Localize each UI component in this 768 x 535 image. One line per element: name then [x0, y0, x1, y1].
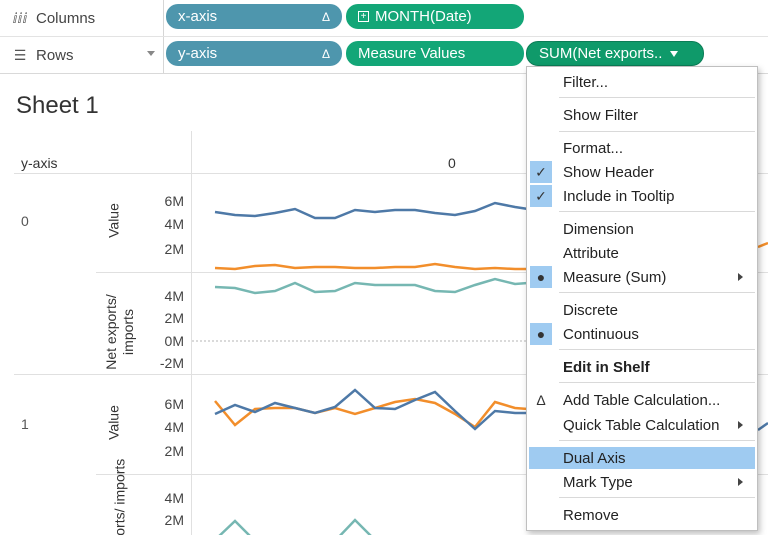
columns-icon: ⅈⅈⅈ [12, 9, 28, 26]
menu-item-quick-table-calculation[interactable]: Quick Table Calculation [529, 414, 755, 436]
tick-label: 2M [164, 241, 184, 257]
menu-separator [559, 349, 755, 350]
menu-item-mark-type[interactable]: Mark Type [529, 471, 755, 493]
pill-x-axis[interactable]: x-axis Δ [166, 4, 342, 29]
tick-label: 4M [164, 216, 184, 232]
tick-label: 6M [164, 193, 184, 209]
menu-item-dual-axis[interactable]: Dual Axis [529, 447, 755, 469]
tick-label: 4M [164, 490, 184, 506]
menu-separator [559, 292, 755, 293]
radio-dot-icon: ● [530, 323, 552, 345]
checkmark-icon: ✓ [530, 185, 552, 207]
pill-month-date[interactable]: + MONTH(Date) [346, 4, 524, 29]
rows-label-text: Rows [36, 46, 74, 64]
pill-y-axis[interactable]: y-axis Δ [166, 41, 342, 66]
row-divider [14, 374, 768, 375]
radio-dot-icon: ● [530, 266, 552, 288]
tick-label: 4M [164, 288, 184, 304]
menu-item-remove[interactable]: Remove [563, 506, 619, 524]
chevron-down-icon[interactable] [147, 51, 155, 56]
rows-shelf-label: ☰ Rows [0, 37, 164, 73]
menu-item-measure-sum[interactable]: ● Measure (Sum) [529, 266, 755, 288]
columns-label-text: Columns [36, 9, 96, 27]
menu-item-show-filter[interactable]: Show Filter [563, 106, 639, 124]
menu-separator [559, 211, 755, 212]
menu-item-attribute[interactable]: Attribute [563, 244, 619, 262]
pane-divider-1 [96, 272, 768, 273]
row-value-1[interactable]: 1 [21, 416, 29, 432]
series-edge-blue [757, 421, 768, 432]
series-edge-orange [757, 241, 768, 249]
pill-sum-net-exports[interactable]: SUM(Net exports.. [526, 41, 704, 66]
menu-item-discrete[interactable]: Discrete [563, 301, 619, 319]
column-header-value[interactable]: 0 [448, 155, 456, 171]
menu-separator [559, 382, 755, 383]
tick-label: 6M [164, 396, 184, 412]
tick-label: 2M [164, 512, 184, 528]
rows-shelf: ☰ Rows y-axis Δ Measure Values SUM(Net e… [0, 37, 768, 74]
menu-item-continuous[interactable]: ● Continuous [529, 323, 755, 345]
tick-label: 2M [164, 443, 184, 459]
menu-separator [559, 131, 755, 132]
tick-label: -2M [159, 355, 184, 371]
series-value-blue-1[interactable] [214, 388, 528, 431]
expand-icon: + [358, 11, 369, 22]
menu-item-dimension[interactable]: Dimension [563, 220, 634, 238]
series-net-exports-1[interactable] [215, 518, 528, 535]
menu-item-filter[interactable]: Filter... [563, 73, 609, 91]
delta-icon: Δ [321, 46, 330, 61]
checkmark-icon: ✓ [530, 161, 552, 183]
menu-item-show-header[interactable]: ✓ Show Header [529, 161, 755, 183]
tick-label: 2M [164, 310, 184, 326]
rows-icon: ☰ [13, 46, 27, 63]
series-value-orange-0[interactable] [214, 262, 528, 271]
menu-item-add-table-calculation[interactable]: Δ Add Table Calculation... [529, 389, 755, 411]
columns-shelf-label: ⅈⅈⅈ Columns [0, 0, 164, 36]
menu-item-include-in-tooltip[interactable]: ✓ Include in Tooltip [529, 185, 755, 207]
tick-label: 0M [164, 333, 184, 349]
row-header-label[interactable]: y-axis [21, 155, 58, 171]
pill-measure-values[interactable]: Measure Values [346, 41, 524, 66]
delta-icon: Δ [321, 9, 330, 24]
row-value-0[interactable]: 0 [21, 213, 29, 229]
header-column-divider [191, 131, 192, 535]
menu-separator [559, 440, 755, 441]
menu-separator [559, 497, 755, 498]
menu-item-format[interactable]: Format... [563, 139, 624, 157]
submenu-arrow-icon [738, 478, 743, 486]
tick-label: 4M [164, 419, 184, 435]
chevron-down-icon[interactable] [670, 50, 679, 57]
series-net-exports-0[interactable] [214, 277, 529, 295]
series-value-blue-0[interactable] [214, 201, 529, 220]
line-chart[interactable] [0, 75, 768, 535]
header-divider [14, 173, 768, 174]
menu-separator [559, 97, 755, 98]
submenu-arrow-icon [738, 421, 743, 429]
menu-item-edit-in-shelf[interactable]: Edit in Shelf [563, 358, 650, 376]
pill-context-menu: Filter... Show Filter Format... ✓ Show H… [526, 66, 758, 531]
submenu-arrow-icon [738, 273, 743, 281]
sheet-title: Sheet 1 [16, 92, 99, 119]
columns-shelf: ⅈⅈⅈ Columns x-axis Δ + MONTH(Date) [0, 0, 768, 37]
pane-divider-2 [96, 474, 768, 475]
delta-icon: Δ [536, 392, 546, 408]
